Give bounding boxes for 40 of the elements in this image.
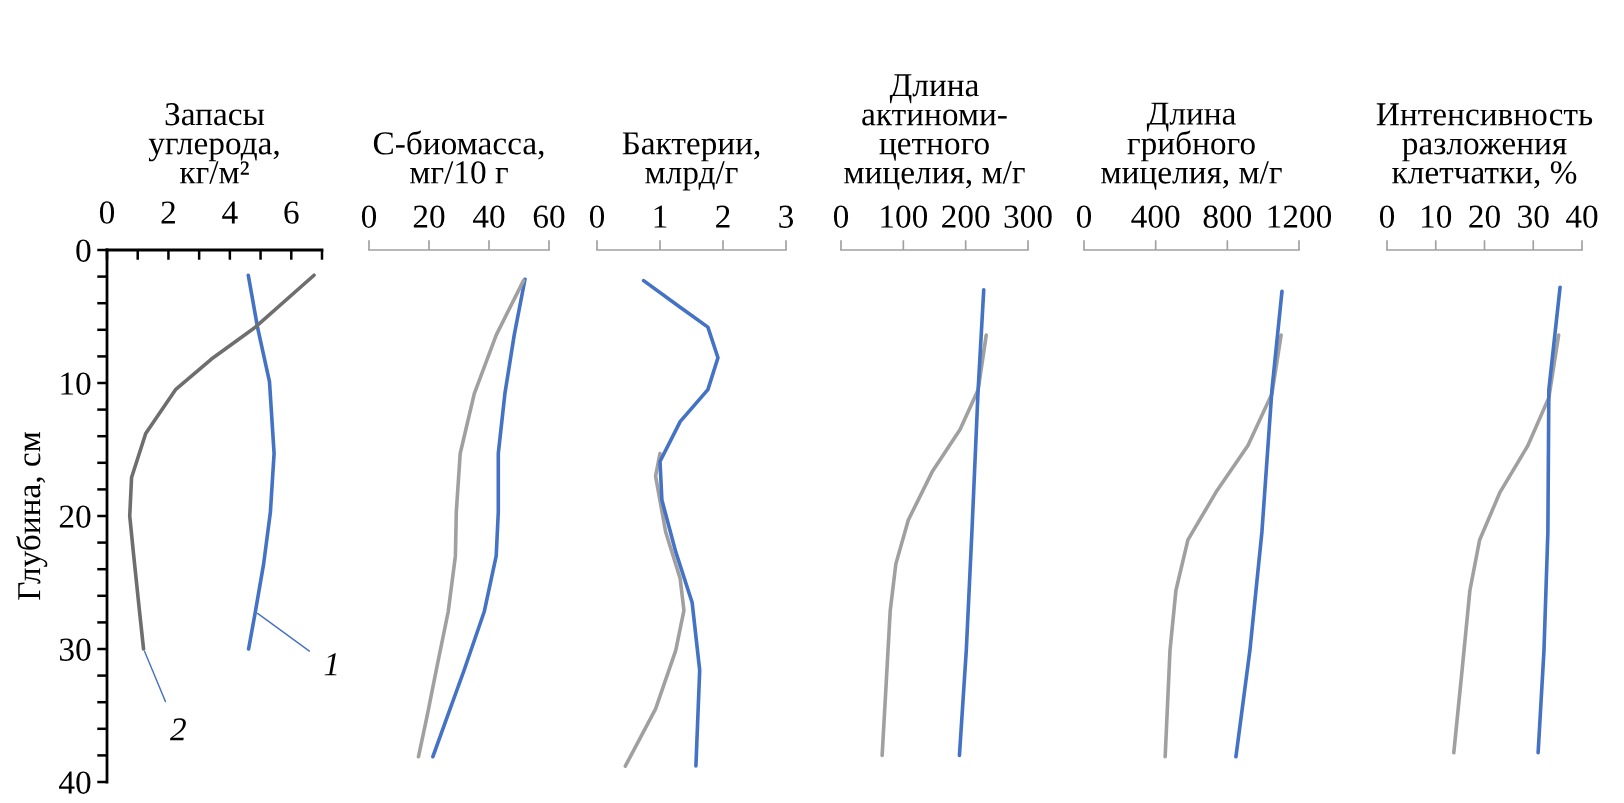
x-tick-label: 1200 — [1268, 205, 1332, 228]
x-tick-label: 0 — [361, 205, 377, 228]
x-tick-label: 300 — [1004, 205, 1052, 228]
y-tick-label: 0 — [76, 239, 91, 262]
x-tick-label: 40 — [1565, 205, 1598, 228]
x-tick-label: 4 — [222, 201, 238, 224]
x-tick-label: 1 — [654, 205, 667, 228]
x-tick-label: 6 — [284, 201, 299, 224]
chart-title: C-биомасса, мг/10 г — [373, 130, 544, 184]
x-tick-label: 0 — [589, 205, 605, 228]
x-tick-label: 60 — [533, 205, 565, 228]
y-tick-label: 20 — [59, 505, 91, 528]
chart-title: Запасы углерода, кг/м² — [148, 103, 279, 184]
x-tick-label: 800 — [1203, 205, 1252, 228]
x-tick-label: 0 — [1076, 205, 1092, 228]
y-tick-label: 40 — [59, 771, 91, 794]
chart-title: Бактерии, млрд/г — [622, 132, 760, 191]
y-axis-title: Глубина, см — [16, 431, 48, 600]
x-tick-label: 20 — [413, 205, 445, 228]
x-tick-label: 0 — [833, 205, 849, 228]
x-tick-label: 200 — [942, 205, 990, 228]
x-tick-label: 3 — [779, 205, 794, 228]
x-tick-label: 30 — [1518, 205, 1549, 228]
x-tick-label: 10 — [1422, 205, 1452, 228]
x-tick-label: 400 — [1131, 205, 1180, 228]
annotation: 2 — [169, 718, 186, 741]
x-tick-label: 20 — [1469, 205, 1500, 228]
annotation: 1 — [324, 653, 337, 676]
line-series — [127, 273, 316, 651]
chart-title: Длина актиноми- цетного мицелия, м/г — [844, 74, 1025, 190]
x-tick-label: 2 — [161, 201, 175, 224]
chart-title: Интенсивность разложения клетчатки, % — [1376, 103, 1593, 189]
x-tick-label: 0 — [1379, 205, 1395, 228]
x-tick-label: 40 — [472, 205, 505, 228]
x-tick-label: 0 — [99, 201, 115, 224]
chart-title: Длина грибного мицелия, м/г — [1101, 102, 1282, 190]
x-tick-label: 2 — [716, 205, 730, 228]
y-tick-label: 10 — [61, 372, 91, 395]
y-tick-label: 30 — [59, 638, 91, 661]
x-tick-label: 100 — [881, 205, 928, 228]
